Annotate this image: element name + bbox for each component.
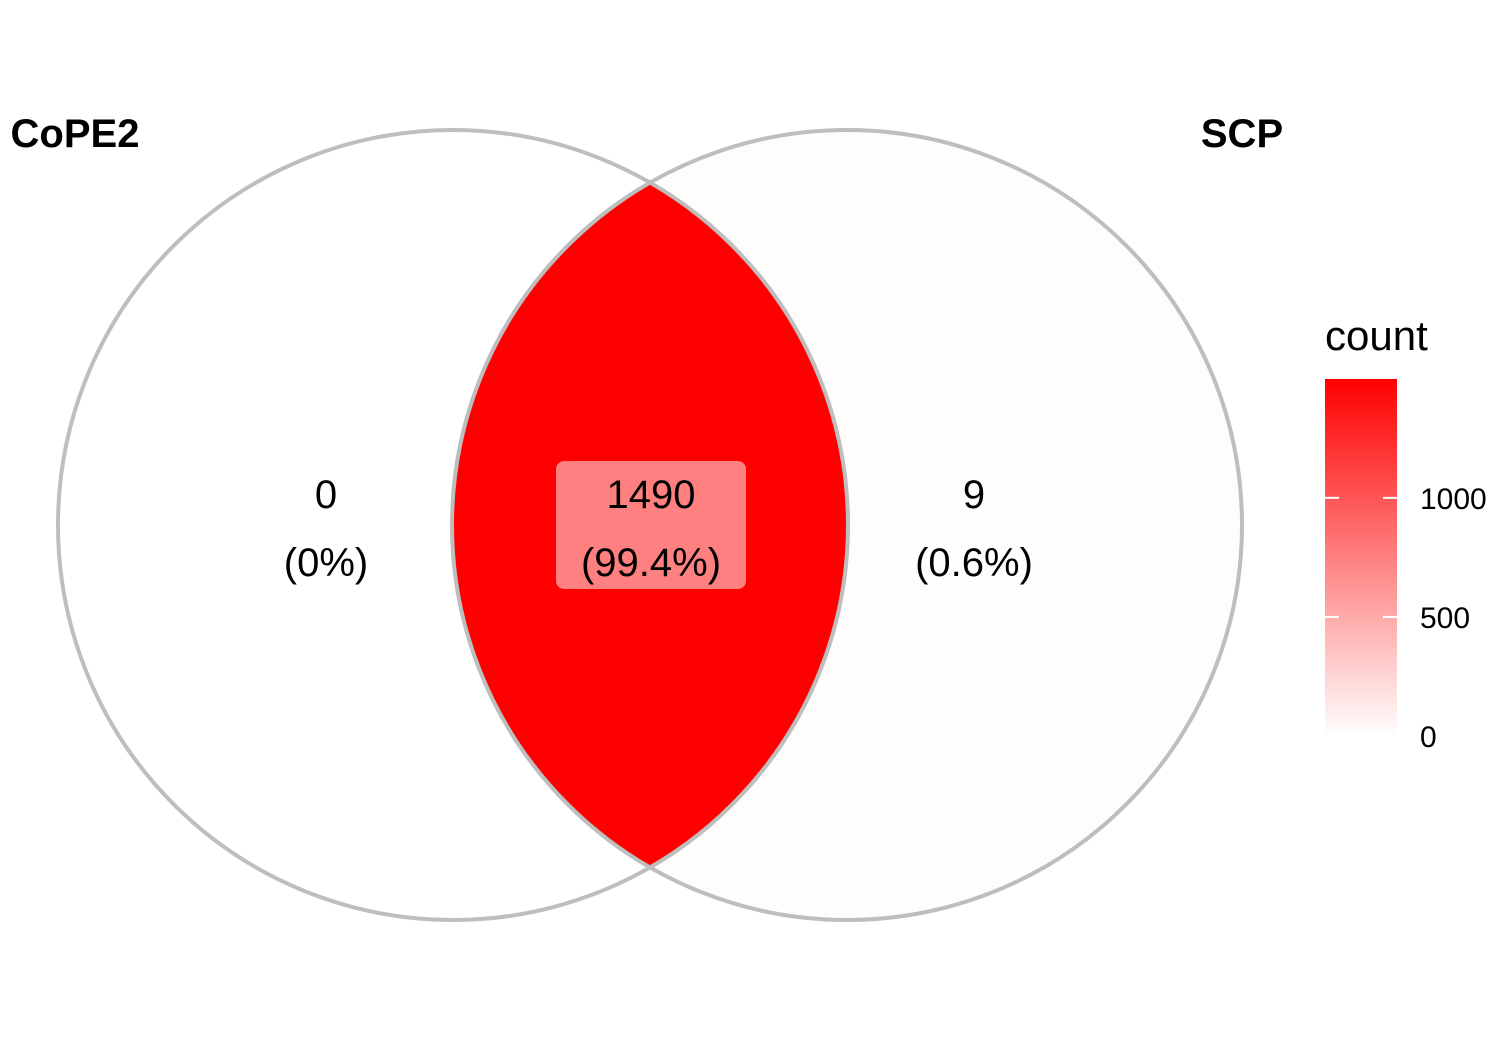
set-label-cope2: CoPE2 — [11, 112, 140, 156]
circle-cope2-outline — [56, 128, 850, 922]
set-label-scp: SCP — [1201, 112, 1283, 156]
legend-colorbar — [1325, 379, 1397, 736]
region-scp-only-label-box — [890, 461, 1058, 589]
region-scp-only-count: 9 — [963, 473, 985, 517]
legend-tick-label: 500 — [1420, 602, 1470, 635]
region-intersection-count: 1490 — [607, 473, 696, 517]
legend-tick-label: 0 — [1420, 721, 1437, 754]
region-intersection-percent: (99.4%) — [581, 541, 721, 585]
region-cope2-only-percent: (0%) — [284, 541, 368, 585]
region-intersection-label-box — [556, 461, 746, 589]
legend-ticks: 0 500 1000 — [1325, 483, 1487, 754]
legend-tick-label: 1000 — [1420, 483, 1487, 516]
region-cope2-only-label-box — [256, 461, 396, 589]
legend-title: count — [1325, 312, 1428, 359]
region-cope2-only-count: 0 — [315, 473, 337, 517]
circle-scp-outline — [450, 128, 1244, 922]
region-scp-only-percent: (0.6%) — [915, 541, 1033, 585]
